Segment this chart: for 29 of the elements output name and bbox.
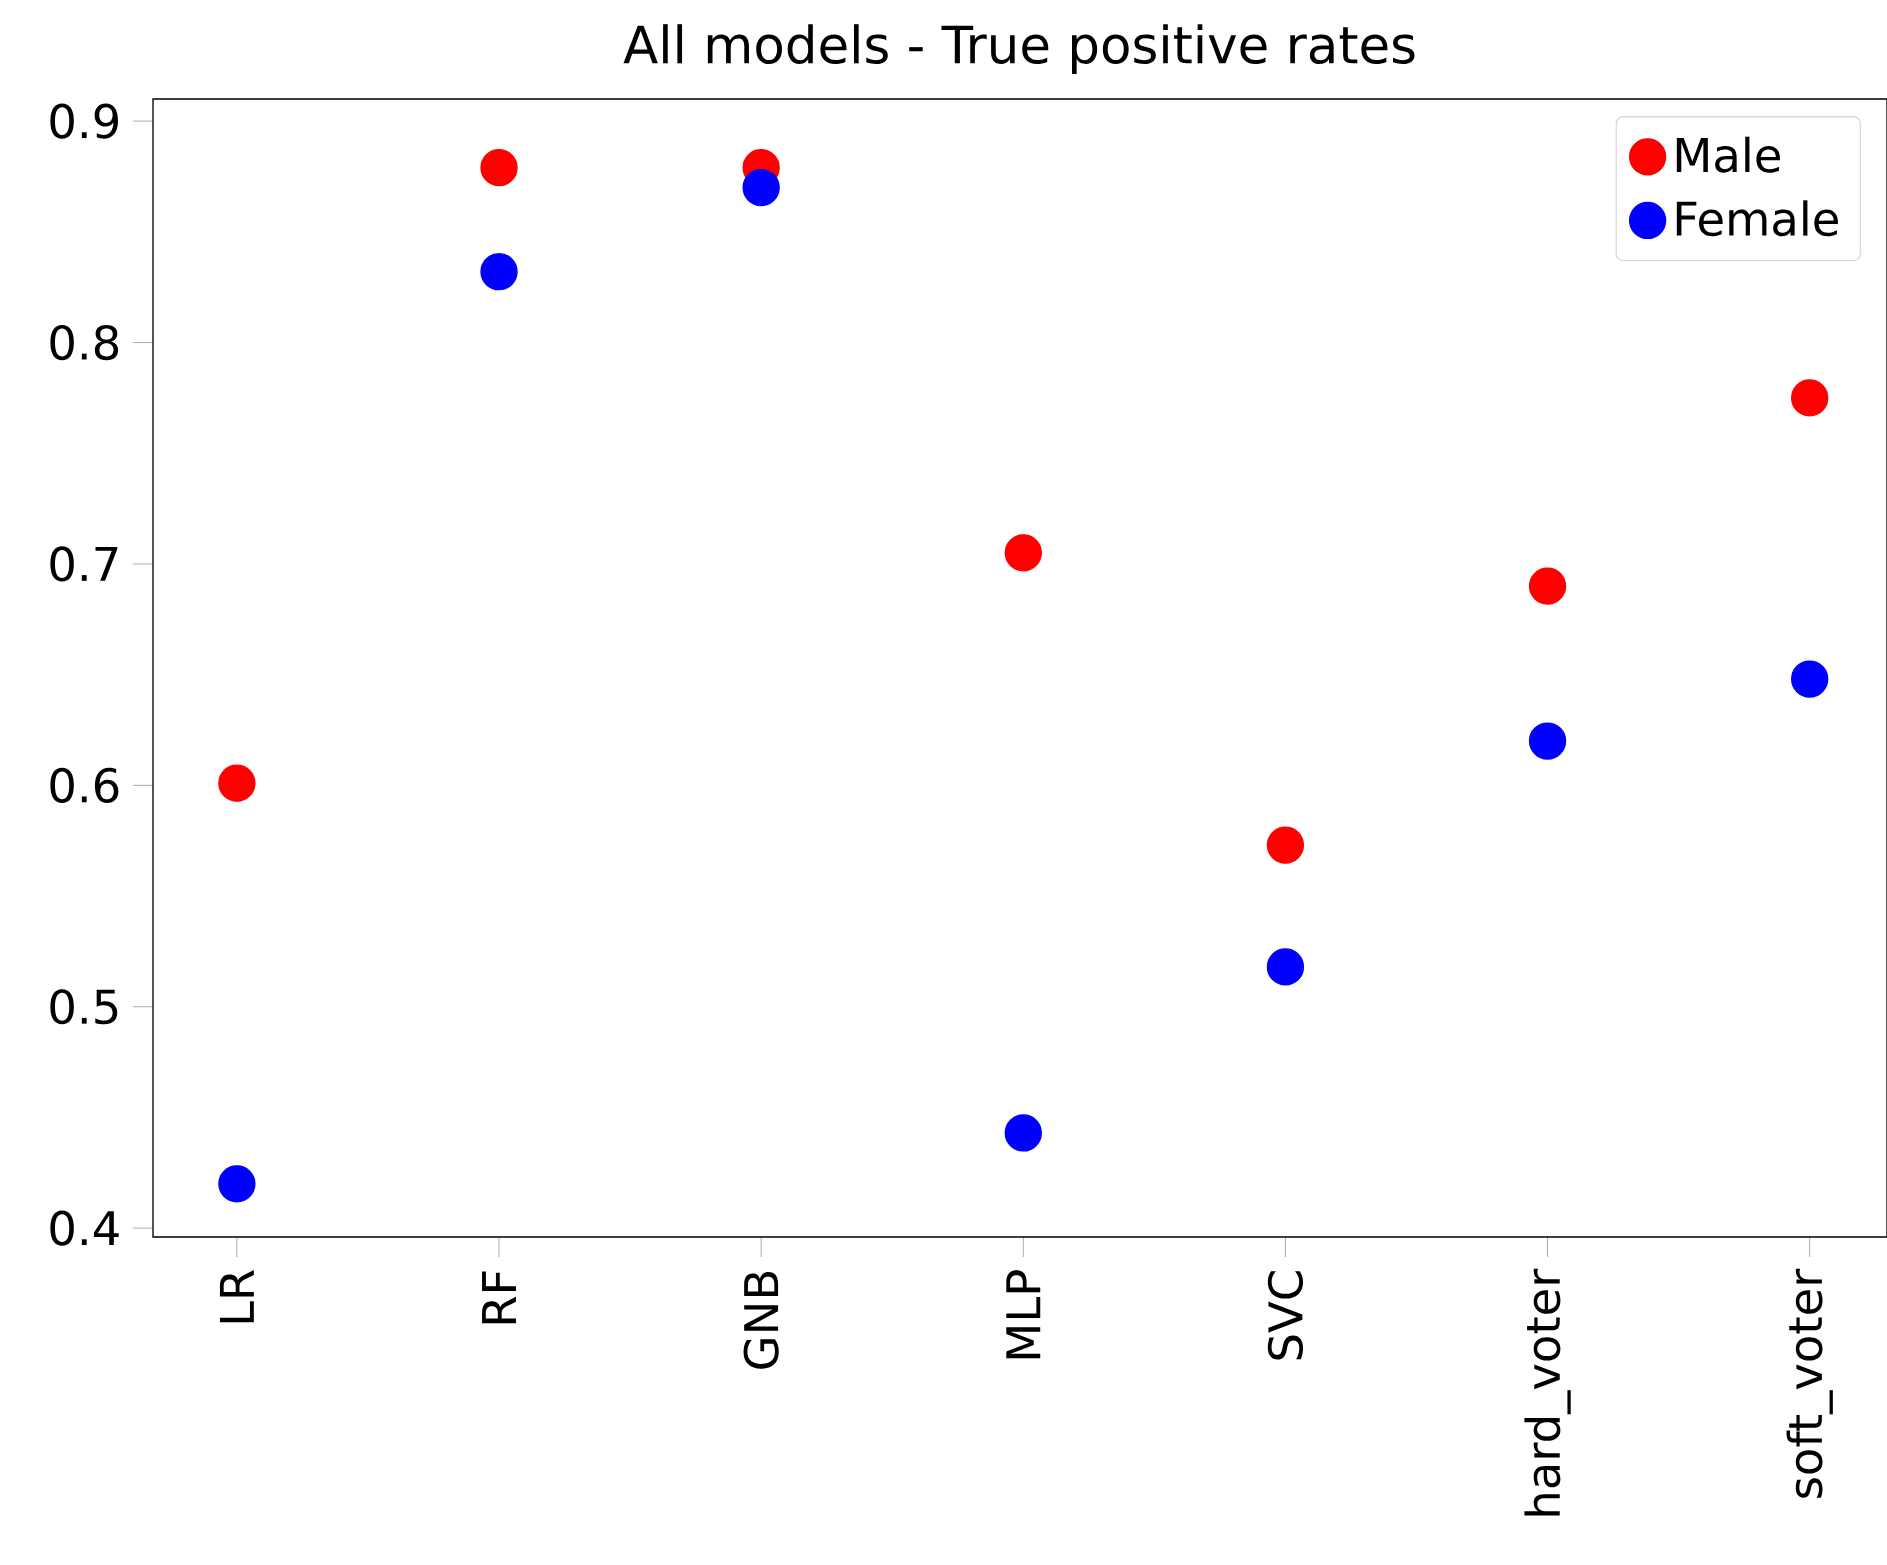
x-tick-label: SVC — [1267, 1271, 1304, 1360]
point — [1528, 567, 1567, 605]
point — [1004, 1114, 1042, 1152]
y-tick-label: 0.8 — [50, 324, 119, 361]
point — [218, 764, 256, 802]
point — [480, 253, 518, 291]
point — [1791, 379, 1829, 417]
legend-label: Male — [1676, 136, 1780, 173]
x-tick-label: GNB — [743, 1272, 779, 1369]
y-tick-label: 0.7 — [50, 546, 118, 582]
x-tick-label: soft_voter — [1786, 1268, 1833, 1498]
x-tick-label: LR — [219, 1270, 254, 1323]
y-tick-label: 0.9 — [50, 103, 118, 139]
point — [218, 1165, 256, 1203]
point — [1004, 534, 1042, 572]
point — [480, 148, 518, 187]
chart-title: All models - True positive rates — [623, 24, 1415, 75]
point — [742, 168, 780, 207]
legend-label: Female — [1676, 200, 1838, 237]
point — [1266, 826, 1305, 864]
x-tick-label: hard_voter — [1524, 1268, 1571, 1516]
point — [1791, 660, 1829, 698]
y-tick-label: 0.5 — [50, 989, 118, 1025]
point — [1528, 722, 1567, 760]
y-tick-label: 0.4 — [50, 1210, 119, 1246]
y-tick-label: 0.6 — [50, 767, 119, 803]
x-tick-label: RF — [482, 1271, 516, 1324]
point — [1266, 948, 1305, 986]
x-tick-label: MLP — [1006, 1270, 1041, 1359]
